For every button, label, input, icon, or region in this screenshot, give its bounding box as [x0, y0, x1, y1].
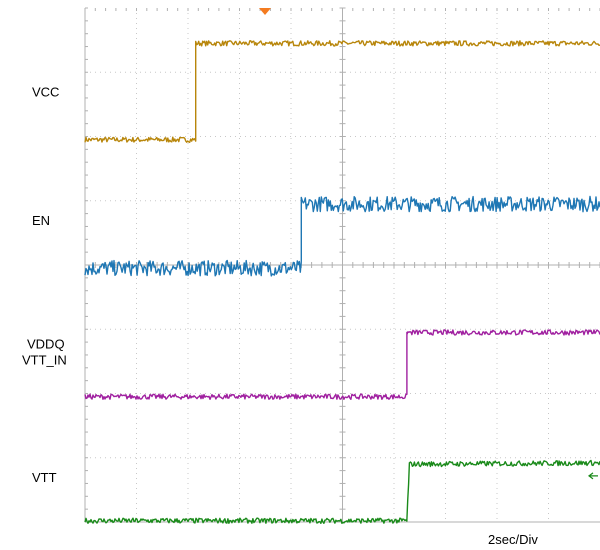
traces [84, 40, 600, 524]
channel-label-en: EN [32, 213, 50, 228]
trace-en [84, 195, 600, 277]
trace-vtt [84, 459, 600, 524]
channel-label-vcc: VCC [32, 85, 59, 100]
trace-vddq-vtt-in [84, 329, 600, 400]
trace-vcc [84, 40, 600, 143]
vtt-level-arrow-icon [588, 472, 598, 480]
channel-label-vtt: VTT [32, 470, 57, 485]
channel-label-vddq-vtt-in: VTT_IN [22, 353, 67, 368]
time-scale-label: 2sec/Div [488, 532, 538, 547]
channel-label-vddq-vtt-in: VDDQ [27, 337, 65, 352]
trigger-marker [259, 8, 271, 15]
